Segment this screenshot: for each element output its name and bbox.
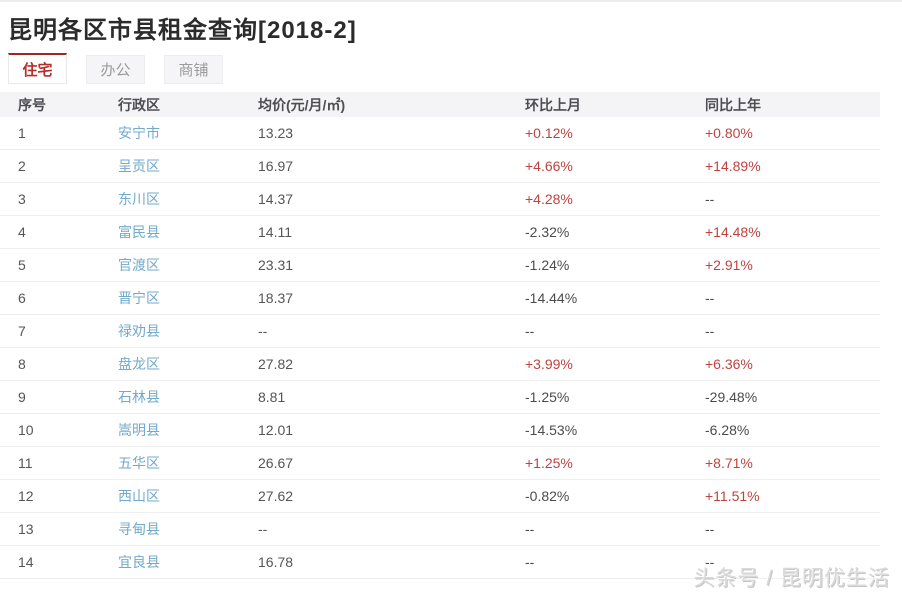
table-header-row: 序号 行政区 均价(元/月/㎡) 环比上月 同比上年 [0,92,880,117]
mom-value: -14.44% [525,290,578,306]
district-link[interactable]: 官渡区 [118,257,160,273]
tab-shops[interactable]: 商铺 [164,55,223,84]
mom-value: -- [525,554,535,570]
mom-value: +0.12% [525,125,573,141]
mom-value: -- [525,521,535,537]
page-title: 昆明各区市县租金查询[2018-2] [8,17,357,44]
table-body: 1 安宁市 13.23 +0.12% +0.80% 2 呈贡区 16.97 +4.66% +14.… [0,117,880,579]
row-number: 5 [18,257,26,273]
row-number: 1 [18,125,26,141]
mom-value: +1.25% [525,455,573,471]
district-link[interactable]: 寻甸县 [118,521,160,537]
price-value: 27.82 [258,356,294,372]
price-value: 18.37 [258,290,294,306]
price-value: 14.11 [258,224,292,240]
table-row: 14 宜良县 16.78 -- -- [0,546,880,579]
tab-residential[interactable]: 住宅 [8,53,67,84]
category-tabs: 住宅 办公 商铺 [8,53,242,84]
district-link[interactable]: 富民县 [118,224,160,240]
price-value: 16.97 [258,158,294,174]
district-link[interactable]: 禄劝县 [118,323,160,339]
mom-value: -1.25% [525,389,570,405]
yoy-value: -- [705,191,715,207]
row-number: 13 [18,521,34,537]
price-value: 13.23 [258,125,294,141]
price-value: -- [258,323,268,339]
row-number: 11 [18,455,33,471]
mom-value: -14.53% [525,422,578,438]
mom-value: +4.66% [525,158,573,174]
table-row: 8 盘龙区 27.82 +3.99% +6.36% [0,348,880,381]
yoy-value: -- [705,521,715,537]
header-no: 序号 [18,96,46,113]
row-number: 7 [18,323,26,339]
mom-value: +3.99% [525,356,573,372]
yoy-value: +14.89% [705,158,761,174]
price-value: 8.81 [258,389,286,405]
yoy-value: -6.28% [705,422,750,438]
yoy-value: -- [705,554,715,570]
price-value: 12.01 [258,422,294,438]
table-row: 11 五华区 26.67 +1.25% +8.71% [0,447,880,480]
yoy-value: +11.51% [705,488,760,504]
district-link[interactable]: 宜良县 [118,554,160,570]
row-number: 6 [18,290,26,306]
row-number: 8 [18,356,26,372]
district-link[interactable]: 西山区 [118,488,160,504]
table-row: 1 安宁市 13.23 +0.12% +0.80% [0,117,880,150]
mom-value: -- [525,323,535,339]
district-link[interactable]: 盘龙区 [118,356,160,372]
table-row: 13 寻甸县 -- -- -- [0,513,880,546]
header-mom: 环比上月 [525,96,581,113]
district-link[interactable]: 石林县 [118,389,160,405]
table-row: 5 官渡区 23.31 -1.24% +2.91% [0,249,880,282]
row-number: 12 [18,488,34,504]
yoy-value: -- [705,323,715,339]
yoy-value: +8.71% [705,455,753,471]
table-row: 9 石林县 8.81 -1.25% -29.48% [0,381,880,414]
district-link[interactable]: 东川区 [118,191,160,207]
district-link[interactable]: 五华区 [118,455,160,471]
yoy-value: -29.48% [705,389,758,405]
row-number: 2 [18,158,26,174]
yoy-value: +0.80% [705,125,753,141]
header-yoy: 同比上年 [705,96,761,113]
table-row: 4 富民县 14.11 -2.32% +14.48% [0,216,880,249]
yoy-value: +2.91% [705,257,753,273]
mom-value: -0.82% [525,488,570,504]
district-link[interactable]: 安宁市 [118,125,160,141]
yoy-value: +14.48% [705,224,761,240]
district-link[interactable]: 嵩明县 [118,422,160,438]
yoy-value: +6.36% [705,356,753,372]
price-value: 14.37 [258,191,294,207]
mom-value: +4.28% [525,191,573,207]
price-value: 23.31 [258,257,294,273]
row-number: 14 [18,554,34,570]
table-row: 7 禄劝县 -- -- -- [0,315,880,348]
price-value: 16.78 [258,554,294,570]
row-number: 9 [18,389,26,405]
header-price: 均价(元/月/㎡) [258,96,346,113]
row-number: 4 [18,224,26,240]
mom-value: -2.32% [525,224,570,240]
price-value: 27.62 [258,488,294,504]
table-row: 2 呈贡区 16.97 +4.66% +14.89% [0,150,880,183]
header-district: 行政区 [118,96,160,113]
yoy-value: -- [705,290,715,306]
price-value: 26.67 [258,455,294,471]
table-row: 10 嵩明县 12.01 -14.53% -6.28% [0,414,880,447]
district-link[interactable]: 呈贡区 [118,158,160,174]
district-link[interactable]: 晋宁区 [118,290,160,306]
rent-table: 序号 行政区 均价(元/月/㎡) 环比上月 同比上年 1 安宁市 13.23 +0.1… [0,92,880,579]
row-number: 10 [18,422,34,438]
watermark: 头条号 / 昆明优生活 [693,567,890,590]
mom-value: -1.24% [525,257,570,273]
table-row: 3 东川区 14.37 +4.28% -- [0,183,880,216]
tab-office[interactable]: 办公 [86,55,145,84]
price-value: -- [258,521,268,537]
table-row: 12 西山区 27.62 -0.82% +11.51% [0,480,880,513]
row-number: 3 [18,191,26,207]
top-divider [0,0,902,2]
table-row: 6 晋宁区 18.37 -14.44% -- [0,282,880,315]
